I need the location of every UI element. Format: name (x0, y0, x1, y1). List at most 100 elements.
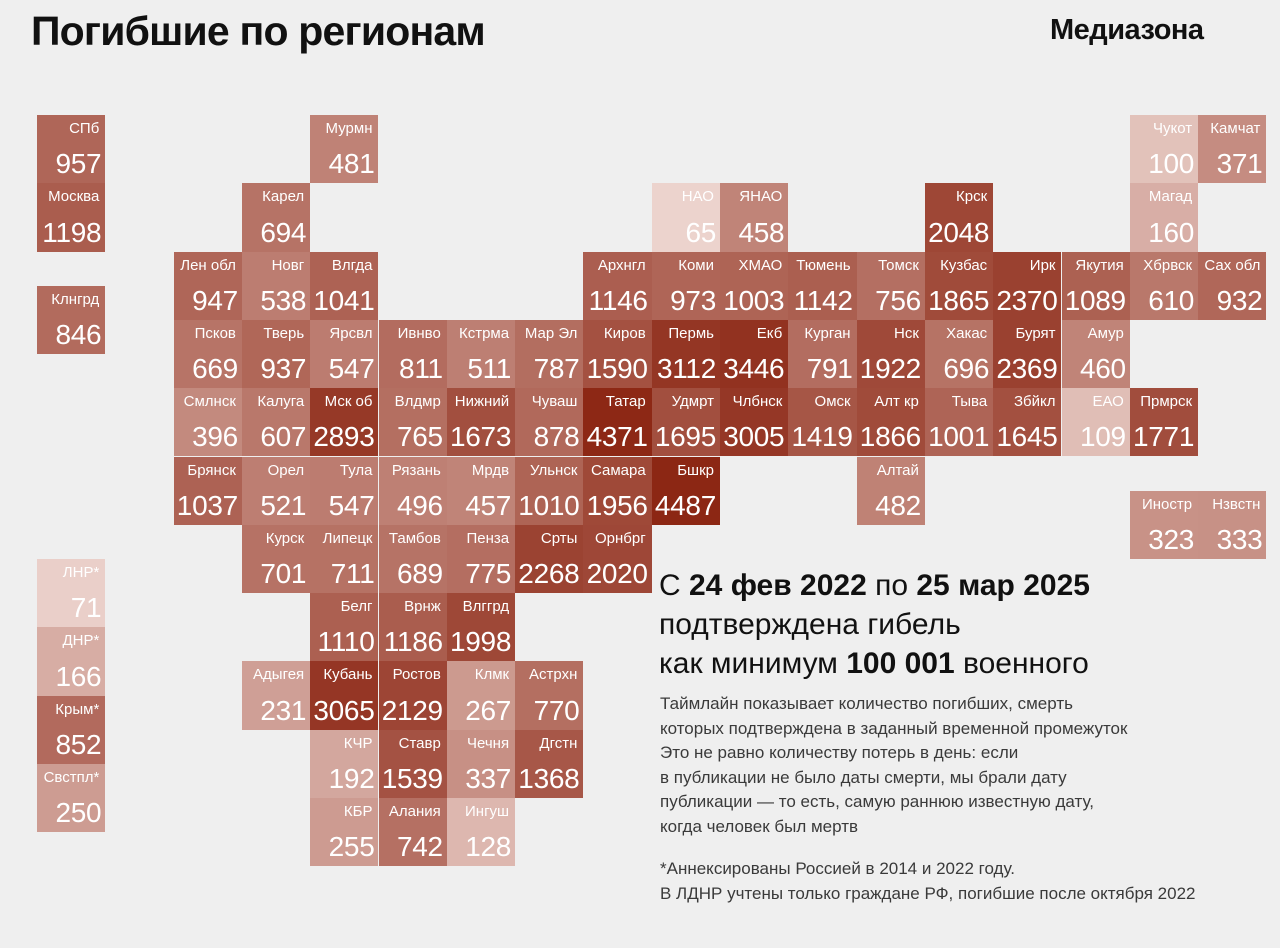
region-tile[interactable]: Адыгея 231 (241, 661, 311, 730)
region-tile[interactable]: Пермь 3112 (651, 319, 720, 389)
region-tile[interactable]: Якутия 1089 (1061, 251, 1130, 320)
region-tile[interactable]: Курск 701 (241, 524, 311, 594)
date-from: 24 фев 2022 (689, 569, 867, 602)
region-tile[interactable]: Тула 547 (310, 456, 379, 525)
region-tile[interactable]: НАО 65 (651, 183, 720, 252)
region-tile[interactable]: Магад 160 (1129, 183, 1199, 252)
brand-logo[interactable]: Медиазона (1050, 14, 1204, 46)
region-tile[interactable]: Камчат 371 (1198, 115, 1267, 184)
region-tile[interactable]: Иностр 323 (1129, 490, 1199, 559)
region-tile[interactable]: Чукот 100 (1129, 115, 1199, 184)
region-tile[interactable]: Прмрск 1771 (1129, 388, 1199, 457)
region-tile[interactable]: ЯНАО 458 (720, 183, 789, 252)
region-tile[interactable]: Удмрт 1695 (651, 388, 720, 457)
region-tile[interactable]: Архнгл 1146 (583, 251, 652, 320)
region-tile[interactable]: Нижний 1673 (446, 388, 516, 457)
region-tile[interactable]: Хакас 696 (924, 319, 994, 389)
region-value: 267 (465, 694, 512, 726)
region-tile[interactable]: Лен обл 947 (173, 251, 242, 320)
region-tile[interactable]: Срты 2268 (515, 524, 584, 594)
region-tile[interactable]: КБР 255 (310, 798, 379, 867)
region-tile[interactable]: Омск 1419 (788, 388, 857, 457)
region-tile[interactable]: Новг 538 (241, 251, 311, 320)
region-tile[interactable]: Збйкл 1645 (993, 388, 1062, 457)
region-tile[interactable]: Тверь 937 (241, 319, 311, 389)
region-tile[interactable]: Алания 742 (378, 798, 447, 867)
region-label: Самара (591, 461, 646, 479)
region-tile[interactable]: ХМАО 1003 (720, 251, 789, 320)
region-tile[interactable]: Тюмень 1142 (788, 251, 857, 320)
region-tile[interactable]: Томск 756 (856, 251, 925, 320)
region-tile[interactable]: Алт кр 1866 (856, 388, 925, 457)
region-tile[interactable]: Псков 669 (173, 319, 242, 389)
region-tile[interactable]: Пенза 775 (446, 524, 516, 594)
region-value: 192 (328, 762, 375, 794)
region-tile[interactable]: Дгстн 1368 (515, 729, 584, 798)
region-tile[interactable]: Чуваш 878 (515, 388, 584, 457)
region-tile[interactable]: Самара 1956 (583, 456, 652, 525)
footnote: *Аннексированы Россией в 2014 и 2022 год… (660, 857, 1196, 906)
region-value: 481 (328, 148, 375, 180)
region-tile[interactable]: ЛНР* 71 (37, 558, 106, 628)
region-tile[interactable]: Врнж 1186 (378, 593, 447, 662)
region-tile[interactable]: Ивнво 811 (378, 319, 447, 389)
region-tile[interactable]: Брянск 1037 (173, 456, 242, 525)
region-label: Москва (48, 188, 100, 206)
region-tile[interactable]: Карел 694 (241, 183, 311, 252)
region-tile[interactable]: Коми 973 (651, 251, 720, 320)
region-tile[interactable]: Ульнск 1010 (515, 456, 584, 525)
region-tile[interactable]: Ярсвл 547 (310, 319, 379, 389)
region-label: Влггрд (462, 598, 510, 616)
region-tile[interactable]: Крск 2048 (924, 183, 994, 252)
region-tile[interactable]: Влггрд 1998 (446, 593, 516, 662)
region-tile[interactable]: Ставр 1539 (378, 729, 447, 798)
region-label: Астрхн (529, 666, 578, 684)
region-tile[interactable]: Орнбрг 2020 (583, 524, 652, 594)
region-tile[interactable]: Калуга 607 (241, 388, 311, 457)
region-tile[interactable]: Сах обл 932 (1198, 251, 1267, 320)
region-tile[interactable]: Липецк 711 (310, 524, 379, 594)
region-tile[interactable]: Клмк 267 (446, 661, 516, 730)
region-tile[interactable]: Нзвстн 333 (1198, 490, 1267, 559)
region-tile[interactable]: Москва 1198 (37, 183, 106, 252)
region-tile[interactable]: Мурмн 481 (310, 115, 379, 184)
region-tile[interactable]: Екб 3446 (720, 319, 789, 389)
region-tile[interactable]: Кубань 3065 (310, 661, 379, 730)
region-tile[interactable]: Киров 1590 (583, 319, 652, 389)
region-tile[interactable]: Курган 791 (788, 319, 857, 389)
region-tile[interactable]: Бшкр 4487 (651, 456, 720, 525)
region-tile[interactable]: Клнгрд 846 (37, 285, 106, 355)
region-value: 1590 (586, 353, 648, 385)
region-tile[interactable]: Астрхн 770 (515, 661, 584, 730)
region-tile[interactable]: Бурят 2369 (993, 319, 1062, 389)
region-tile[interactable]: Влдмр 765 (378, 388, 447, 457)
region-tile[interactable]: Тамбов 689 (378, 524, 447, 594)
region-tile[interactable]: Хбрвск 610 (1129, 251, 1199, 320)
region-tile[interactable]: Кстрма 511 (446, 319, 516, 389)
region-tile[interactable]: Алтай 482 (856, 456, 925, 525)
region-tile[interactable]: СПб 957 (37, 115, 106, 184)
region-tile[interactable]: Влгда 1041 (310, 251, 379, 320)
region-tile[interactable]: Нск 1922 (856, 319, 925, 389)
region-tile[interactable]: Крым* 852 (37, 695, 106, 764)
region-tile[interactable]: Члбнск 3005 (720, 388, 789, 457)
region-tile[interactable]: Свстпл* 250 (37, 763, 106, 833)
region-tile[interactable]: Мар Эл 787 (515, 319, 584, 389)
region-tile[interactable]: Татар 4371 (583, 388, 652, 457)
region-tile[interactable]: Орел 521 (241, 456, 311, 525)
region-tile[interactable]: Рязань 496 (378, 456, 447, 525)
region-tile[interactable]: Смлнск 396 (173, 388, 242, 457)
region-tile[interactable]: Амур 460 (1061, 319, 1130, 389)
region-tile[interactable]: Тыва 1001 (924, 388, 994, 457)
region-tile[interactable]: Белг 1110 (310, 593, 379, 662)
region-tile[interactable]: Мрдв 457 (446, 456, 516, 525)
region-tile[interactable]: Мск об 2893 (310, 388, 379, 457)
region-tile[interactable]: Ростов 2129 (378, 661, 447, 730)
region-tile[interactable]: Ирк 2370 (993, 251, 1062, 320)
region-tile[interactable]: Чечня 337 (446, 729, 516, 798)
region-tile[interactable]: Ингуш 128 (446, 798, 516, 867)
region-tile[interactable]: Кузбас 1865 (924, 251, 994, 320)
region-tile[interactable]: КЧР 192 (310, 729, 379, 798)
region-tile[interactable]: ЕАО 109 (1061, 388, 1130, 457)
region-tile[interactable]: ДНР* 166 (37, 627, 106, 696)
